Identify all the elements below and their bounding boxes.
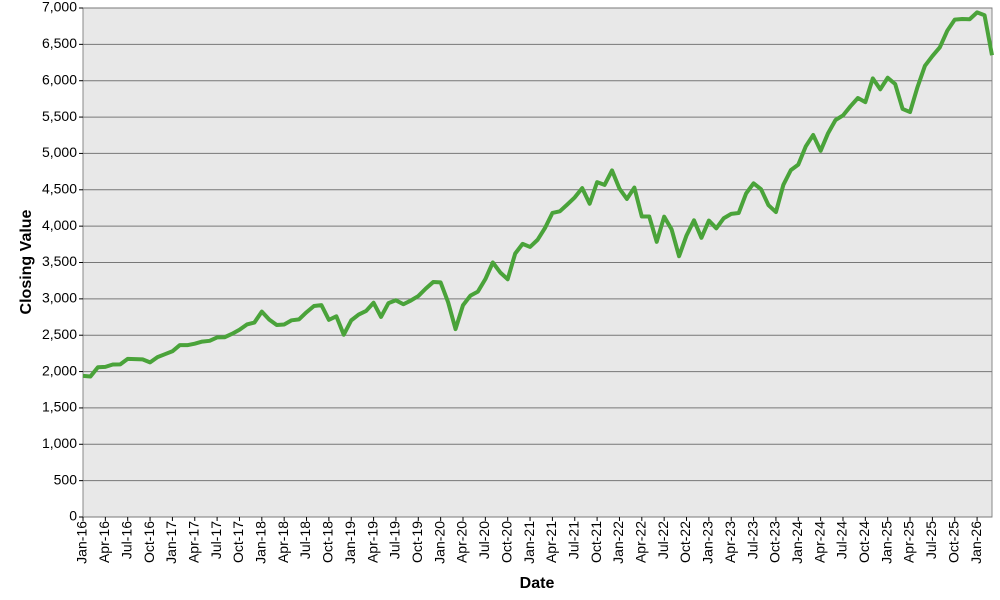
x-tick-label: Jan-23 xyxy=(700,521,716,564)
x-tick-label: Apr-24 xyxy=(811,521,827,563)
x-tick-label: Oct-25 xyxy=(945,521,961,563)
x-tick-label: Oct-16 xyxy=(141,521,157,563)
x-tick-label: Apr-19 xyxy=(364,521,380,563)
x-tick-label: Apr-20 xyxy=(454,521,470,563)
x-tick-label: Jan-17 xyxy=(163,521,179,564)
y-axis-title: Closing Value xyxy=(18,209,35,314)
x-tick-label: Apr-23 xyxy=(722,521,738,563)
y-tick-label: 7,000 xyxy=(42,0,77,15)
x-tick-label: Oct-19 xyxy=(409,521,425,563)
x-tick-label: Jan-26 xyxy=(968,521,984,564)
y-tick-label: 1,000 xyxy=(42,435,77,451)
x-tick-label: Apr-21 xyxy=(543,521,559,563)
x-tick-label: Oct-24 xyxy=(856,521,872,563)
x-tick-label: Jan-21 xyxy=(521,521,537,564)
y-tick-label: 6,000 xyxy=(42,71,77,87)
x-tick-label: Jul-16 xyxy=(118,521,134,559)
y-tick-label: 2,500 xyxy=(42,326,77,342)
x-tick-label: Oct-21 xyxy=(588,521,604,563)
x-tick-label: Jan-18 xyxy=(253,521,269,564)
y-tick-label: 4,500 xyxy=(42,180,77,196)
y-tick-label: 500 xyxy=(54,471,78,487)
x-axis-title: Date xyxy=(520,575,555,592)
x-tick-label: Jul-17 xyxy=(208,521,224,559)
y-tick-label: 4,000 xyxy=(42,217,77,233)
x-tick-label: Jul-23 xyxy=(744,521,760,559)
x-tick-label: Jan-20 xyxy=(431,521,447,564)
x-tick-label: Jul-20 xyxy=(476,521,492,559)
x-tick-label: Apr-18 xyxy=(275,521,291,563)
y-tick-label: 5,500 xyxy=(42,108,77,124)
x-tick-label: Jul-25 xyxy=(923,521,939,559)
x-tick-label: Jul-21 xyxy=(565,521,581,559)
x-tick-label: Apr-17 xyxy=(185,521,201,563)
x-tick-label: Jan-22 xyxy=(610,521,626,564)
y-tick-label: 3,500 xyxy=(42,253,77,269)
x-tick-label: Jul-18 xyxy=(297,521,313,559)
x-tick-label: Apr-25 xyxy=(901,521,917,563)
x-tick-label: Jul-24 xyxy=(834,521,850,559)
y-tick-label: 6,500 xyxy=(42,35,77,51)
y-tick-label: 3,000 xyxy=(42,290,77,306)
x-tick-label: Apr-16 xyxy=(96,521,112,563)
x-tick-label: Jul-19 xyxy=(387,521,403,559)
y-tick-label: 1,500 xyxy=(42,399,77,415)
y-tick-label: 5,000 xyxy=(42,144,77,160)
x-tick-label: Jan-16 xyxy=(74,521,90,564)
x-tick-label: Oct-23 xyxy=(767,521,783,563)
x-tick-label: Jan-24 xyxy=(789,521,805,564)
x-tick-label: Jan-25 xyxy=(878,521,894,564)
x-tick-label: Oct-18 xyxy=(320,521,336,563)
x-tick-label: Jul-22 xyxy=(655,521,671,559)
x-tick-label: Oct-17 xyxy=(230,521,246,563)
x-tick-label: Oct-20 xyxy=(498,521,514,563)
y-tick-label: 0 xyxy=(69,508,77,524)
y-tick-label: 2,000 xyxy=(42,362,77,378)
x-tick-label: Apr-22 xyxy=(633,521,649,563)
x-tick-label: Oct-22 xyxy=(677,521,693,563)
line xyxy=(82,10,994,379)
x-tick-label: Jan-19 xyxy=(342,521,358,564)
